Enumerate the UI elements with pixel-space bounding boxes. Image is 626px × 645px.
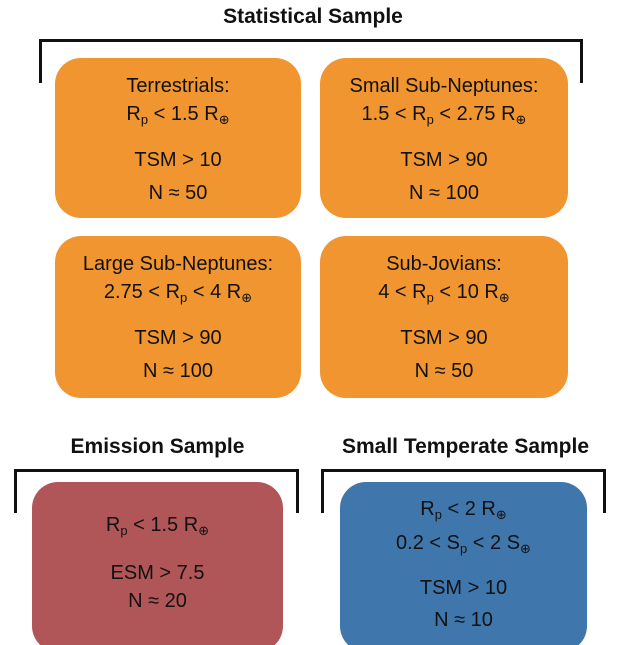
criteria-line: N ≈ 100 bbox=[143, 360, 213, 382]
section-title: Emission Sample bbox=[70, 435, 245, 458]
criteria-box: Sub-Jovians: 4 < Rp < 10 R⊕ TSM > 90 N ≈ 50 bbox=[320, 236, 568, 398]
criteria-line: Large Sub-Neptunes: bbox=[82, 253, 274, 275]
text-run: < 2.75 R bbox=[433, 103, 516, 125]
criteria-line: ESM > 7.5 bbox=[110, 562, 205, 584]
bracket bbox=[39, 39, 583, 83]
subscript: p bbox=[180, 290, 188, 305]
criteria-line: 1.5 < Rp < 2.75 R⊕ bbox=[320, 103, 568, 128]
criteria-box: Rp < 1.5 R⊕ ESM > 7.5 N ≈ 20 bbox=[32, 482, 283, 645]
criteria-line: TSM > 90 bbox=[400, 327, 488, 349]
subscript: ⊕ bbox=[498, 290, 510, 305]
subscript: p bbox=[426, 290, 434, 305]
bracket bbox=[321, 469, 606, 513]
criteria-box: Small Sub-Neptunes: 1.5 < Rp < 2.75 R⊕ TSM… bbox=[320, 58, 568, 218]
criteria-line: N ≈ 50 bbox=[148, 182, 208, 204]
text-run: < 10 R bbox=[433, 281, 499, 303]
criteria-line: TSM > 90 bbox=[134, 327, 222, 349]
criteria-line: 4 < Rp < 10 R⊕ bbox=[320, 281, 568, 306]
criteria-line: TSM > 10 bbox=[134, 149, 222, 171]
criteria-line: Rp < 1.5 R⊕ bbox=[32, 514, 283, 539]
criteria-line: N ≈ 100 bbox=[409, 182, 479, 204]
text-run: < 2 S bbox=[467, 532, 521, 554]
criteria-line: N ≈ 20 bbox=[128, 590, 187, 612]
criteria-line: Rp < 2 R⊕ bbox=[340, 498, 587, 523]
text-run: R bbox=[105, 514, 121, 536]
text-run: 1.5 < R bbox=[361, 103, 427, 125]
text-run: < 1.5 R bbox=[127, 514, 199, 536]
criteria-line: Sub-Jovians: bbox=[386, 253, 502, 275]
subscript: ⊕ bbox=[515, 112, 527, 127]
subscript: ⊕ bbox=[495, 507, 507, 522]
criteria-line: 0.2 < Sp < 2 S⊕ bbox=[340, 532, 587, 557]
criteria-line: Terrestrials: bbox=[126, 75, 230, 97]
subscript: ⊕ bbox=[198, 523, 210, 538]
criteria-box: Rp < 2 R⊕ 0.2 < Sp < 2 S⊕ TSM > 10 N ≈ 10 bbox=[340, 482, 587, 645]
text-run: 4 < R bbox=[378, 281, 427, 303]
text-run: < 2 R bbox=[441, 498, 496, 520]
subscript: p bbox=[434, 507, 442, 522]
criteria-line: Rp < 1.5 R⊕ bbox=[55, 103, 301, 128]
text-run: < 1.5 R bbox=[148, 103, 219, 125]
subscript: p bbox=[459, 541, 468, 556]
text-run: R bbox=[420, 498, 435, 520]
subscript: p bbox=[426, 112, 434, 127]
criteria-line: Small Sub-Neptunes: bbox=[349, 75, 539, 97]
criteria-line: N ≈ 50 bbox=[414, 360, 474, 382]
criteria-box: Terrestrials: Rp < 1.5 R⊕ TSM > 10 N ≈ 50 bbox=[55, 58, 301, 218]
text-run: R bbox=[126, 103, 141, 125]
text-run: 2.75 < R bbox=[103, 281, 181, 303]
criteria-line: TSM > 90 bbox=[400, 149, 488, 171]
section-title: Statistical Sample bbox=[223, 5, 403, 28]
bracket bbox=[14, 469, 299, 513]
criteria-line: 2.75 < Rp < 4 R⊕ bbox=[55, 281, 301, 306]
text-run: < 4 R bbox=[187, 281, 242, 303]
criteria-line: N ≈ 10 bbox=[434, 609, 493, 631]
subscript: p bbox=[120, 523, 128, 538]
criteria-line: TSM > 10 bbox=[419, 577, 508, 599]
text-run: 0.2 < S bbox=[396, 532, 460, 554]
subscript: ⊕ bbox=[218, 112, 230, 127]
section-title: Small Temperate Sample bbox=[341, 435, 590, 458]
subscript: ⊕ bbox=[520, 541, 531, 556]
subscript: p bbox=[140, 112, 149, 127]
criteria-box: Large Sub-Neptunes: 2.75 < Rp < 4 R⊕ TSM >… bbox=[55, 236, 301, 398]
subscript: ⊕ bbox=[241, 290, 253, 305]
